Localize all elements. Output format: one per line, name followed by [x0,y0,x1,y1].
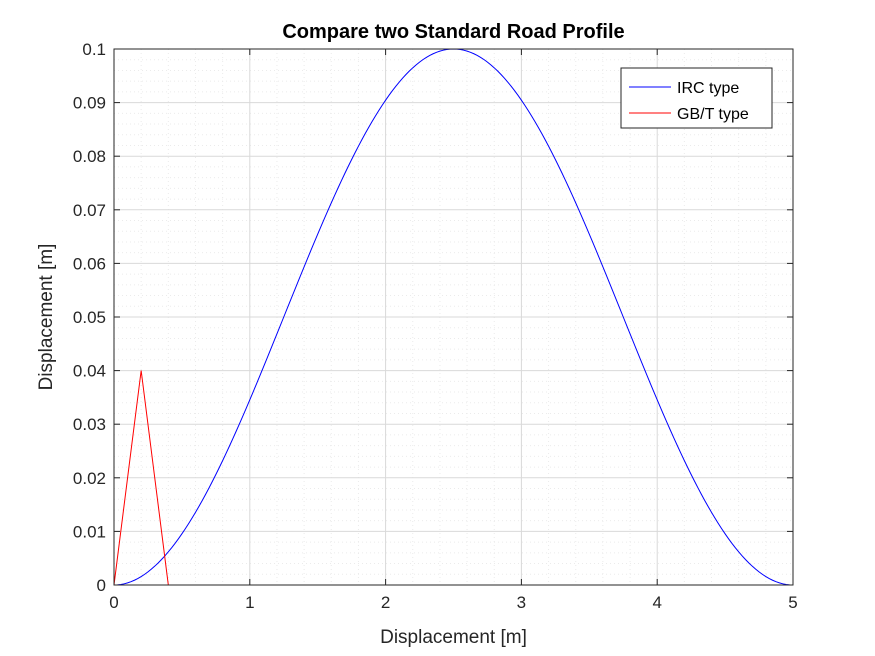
x-tick-label: 4 [652,593,661,612]
y-tick-label: 0 [97,576,106,595]
y-tick-label: 0.09 [73,94,106,113]
y-tick-label: 0.02 [73,469,106,488]
legend: IRC type GB/T type [620,67,773,129]
x-axis-label: Displacement [m] [380,627,527,648]
y-axis-label: Displacement [m] [36,244,57,391]
y-tick-label: 0.06 [73,254,106,273]
y-tick-label: 0.01 [73,522,106,541]
y-tick-label: 0.1 [82,40,106,59]
x-tick-label: 2 [381,593,390,612]
y-tick-label: 0.05 [73,308,106,327]
legend-box [620,67,773,129]
x-tick-label: 1 [245,593,254,612]
x-tick-label: 0 [109,593,118,612]
y-tick-label: 0.07 [73,201,106,220]
x-tick-label: 5 [788,593,797,612]
y-tick-label: 0.04 [73,362,106,381]
chart-title: Compare two Standard Road Profile [282,21,624,43]
y-tick-label: 0.03 [73,415,106,434]
legend-label-1: IRC type [677,80,739,97]
x-tick-label: 3 [517,593,526,612]
legend-label-2: GB/T type [677,106,749,123]
plot-area: 0 1 2 3 4 5 0 0.01 0.02 0.03 0.04 0.05 0.06 0.07 0.08 0… [73,40,798,612]
ticks: 0 1 2 3 4 5 0 0.01 0.02 0.03 0.04 0.05 0.06 0.07 0.08 0… [73,40,798,612]
y-tick-label: 0.08 [73,147,106,166]
